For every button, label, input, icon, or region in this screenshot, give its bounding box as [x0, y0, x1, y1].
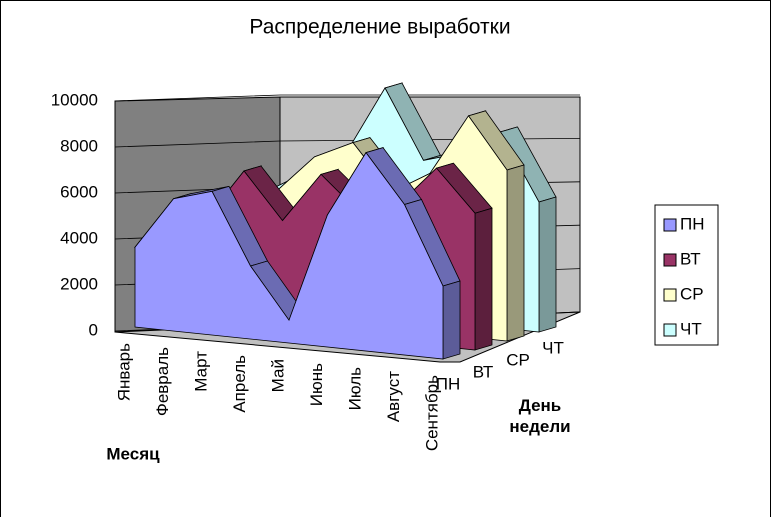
x-tick-label: Апрель: [230, 355, 249, 413]
legend-label: ВТ: [680, 249, 701, 268]
area-end: [506, 164, 525, 342]
legend-label: ПН: [680, 214, 705, 233]
z-tick-label: ЧТ: [542, 338, 564, 357]
z-tick-label: ВТ: [473, 362, 494, 381]
legend-label: СР: [680, 284, 704, 303]
x-tick-label: Июнь: [307, 363, 326, 406]
x-tick-label: Январь: [114, 343, 133, 401]
legend-swatch: [663, 253, 677, 267]
x-axis-title: Месяц: [106, 444, 160, 463]
z-tick-label: ПН: [436, 374, 461, 393]
legend-swatch: [663, 218, 677, 232]
x-tick-label: Сентябрь: [422, 375, 441, 451]
area: [134, 151, 444, 360]
y-tick-label: 2000: [60, 274, 98, 293]
legend-label: ЧТ: [680, 319, 702, 338]
y-tick-label: 8000: [60, 136, 98, 155]
y-tick-label: 0: [89, 320, 98, 339]
z-axis-title: День недели: [509, 396, 571, 436]
x-tick-label: Август: [384, 371, 403, 422]
x-tick-label: Февраль: [153, 347, 172, 416]
legend-swatch: [663, 288, 677, 302]
area-end: [474, 207, 493, 351]
x-tick-label: Июль: [345, 367, 364, 411]
area-end: [442, 280, 461, 360]
y-tick-label: 6000: [60, 182, 98, 201]
z-tick-label: СР: [506, 350, 530, 369]
x-tick-label: Март: [191, 351, 210, 392]
x-tick-label: Май: [268, 359, 287, 392]
grid-line: [114, 94, 580, 102]
chart-title: Распределение выработки: [249, 16, 510, 39]
area-end: [538, 196, 557, 333]
y-tick-label: 4000: [60, 228, 98, 247]
y-tick-label: 10000: [51, 90, 98, 109]
legend-swatch: [663, 323, 677, 337]
